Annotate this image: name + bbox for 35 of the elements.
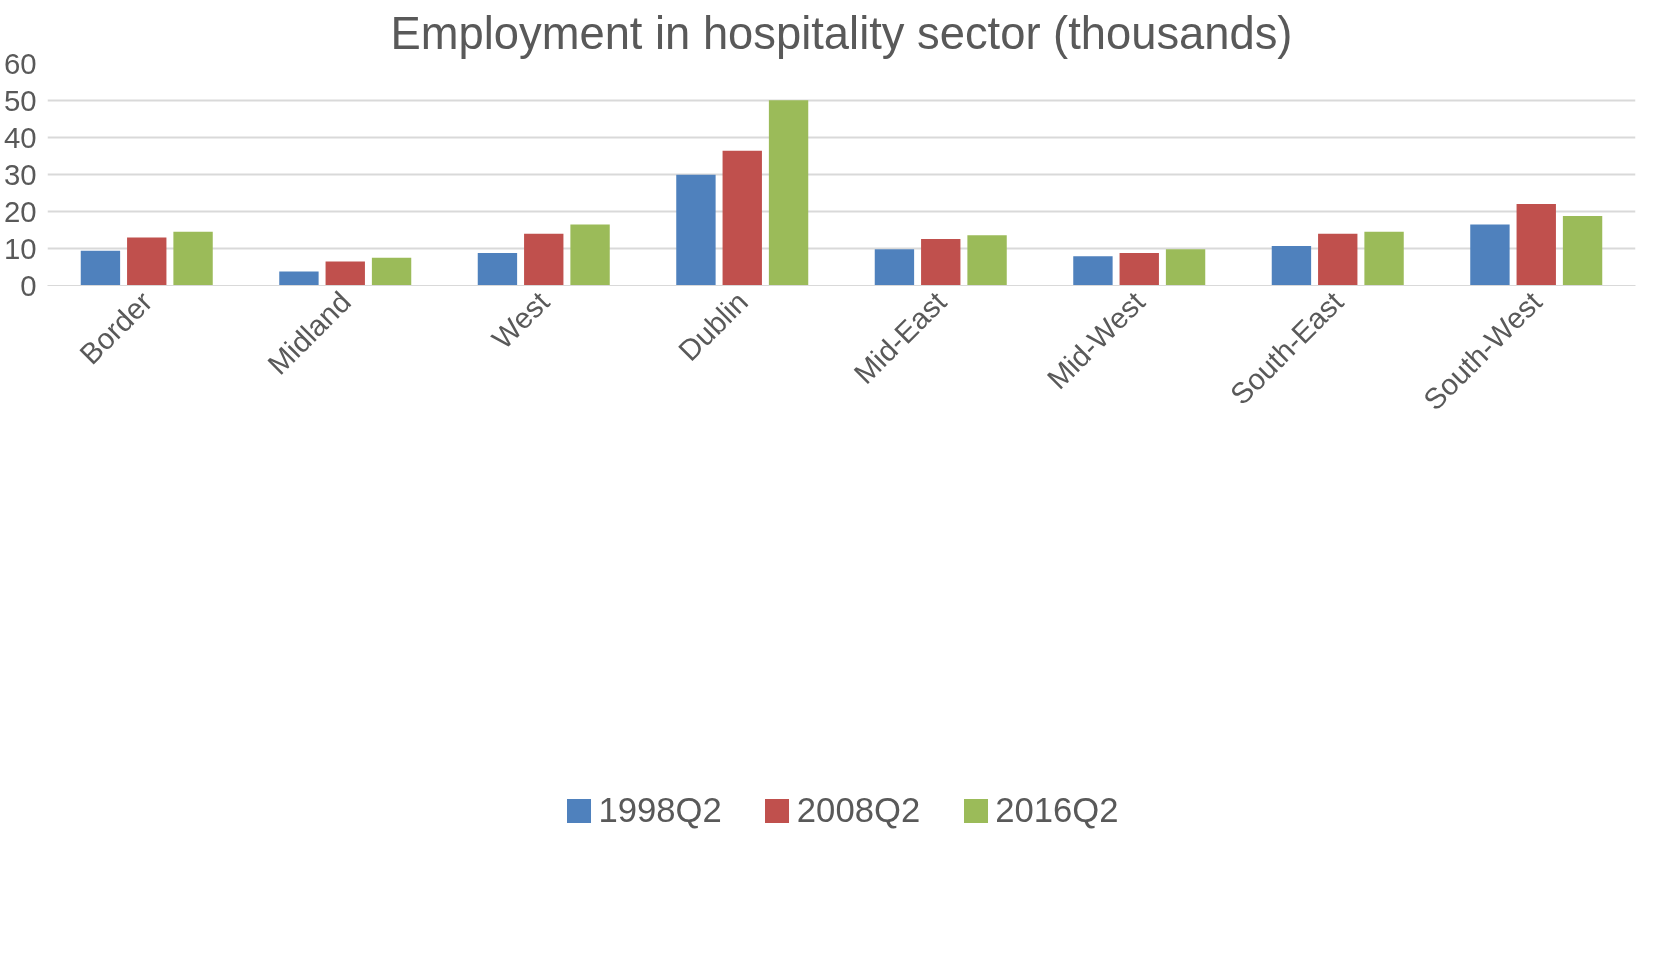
bar <box>967 235 1007 286</box>
bar <box>1119 252 1159 286</box>
bar <box>173 231 213 286</box>
legend-label: 2016Q2 <box>995 790 1119 830</box>
y-tick-label: 20 <box>3 194 37 228</box>
bar <box>722 150 762 286</box>
y-tick-label: 10 <box>3 231 37 265</box>
bar <box>1562 215 1603 286</box>
bar <box>921 238 961 286</box>
bar <box>1364 231 1404 286</box>
bar <box>676 174 716 286</box>
legend-label: 2008Q2 <box>796 790 921 830</box>
y-tick-label: 0 <box>20 268 37 302</box>
bar <box>371 257 412 286</box>
chart-title: Employment in hospitality sector (thousands) <box>390 7 1293 59</box>
bar <box>279 271 319 286</box>
legend-label: 1998Q2 <box>598 790 722 830</box>
y-tick-label: 40 <box>3 120 37 154</box>
bar <box>1516 204 1556 286</box>
bar <box>80 250 121 286</box>
bar <box>127 237 167 286</box>
bar <box>874 249 915 286</box>
bar <box>477 252 518 286</box>
y-tick-label: 60 <box>3 46 37 80</box>
bar <box>524 233 564 286</box>
bar <box>1318 233 1358 286</box>
bar <box>768 100 809 286</box>
bar <box>1470 224 1510 286</box>
bar <box>1271 245 1312 286</box>
y-tick-label: 30 <box>3 157 37 191</box>
bar <box>1165 249 1206 286</box>
bar <box>570 224 610 286</box>
bar <box>1073 256 1113 286</box>
y-tick-label: 50 <box>3 83 37 117</box>
bar <box>325 261 365 286</box>
